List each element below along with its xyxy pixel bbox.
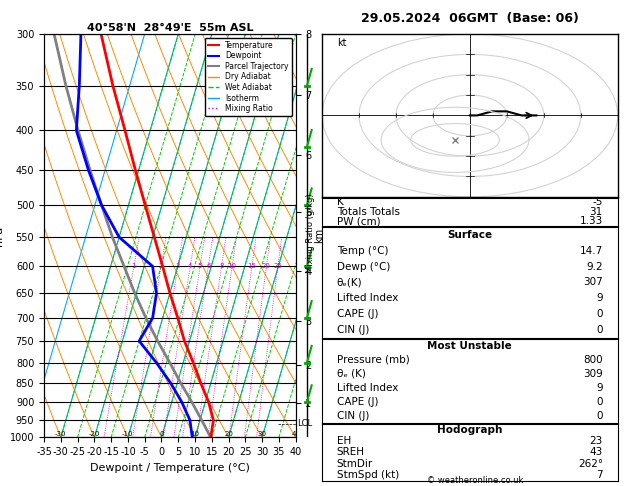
Text: 29.05.2024  06GMT  (Base: 06): 29.05.2024 06GMT (Base: 06) (361, 12, 579, 25)
Text: 309: 309 (583, 369, 603, 379)
Text: kt: kt (337, 38, 347, 48)
Text: 800: 800 (583, 355, 603, 365)
Text: CAPE (J): CAPE (J) (337, 397, 378, 407)
Text: Hodograph: Hodograph (437, 425, 503, 434)
Text: Lifted Index: Lifted Index (337, 293, 398, 303)
Text: 31: 31 (589, 207, 603, 217)
Text: 3: 3 (175, 263, 180, 269)
Text: 0: 0 (596, 411, 603, 421)
Text: 307: 307 (583, 278, 603, 287)
Legend: Temperature, Dewpoint, Parcel Trajectory, Dry Adiabat, Wet Adiabat, Isotherm, Mi: Temperature, Dewpoint, Parcel Trajectory… (204, 38, 292, 116)
Text: Mixing Ratio (g/kg): Mixing Ratio (g/kg) (306, 193, 314, 273)
Title: 40°58'N  28°49'E  55m ASL: 40°58'N 28°49'E 55m ASL (87, 23, 253, 33)
Text: θₑ (K): θₑ (K) (337, 369, 365, 379)
Text: PW (cm): PW (cm) (337, 216, 381, 226)
Text: 2: 2 (159, 263, 164, 269)
Y-axis label: km
ASL: km ASL (314, 226, 336, 245)
Text: 8: 8 (220, 263, 224, 269)
Text: -10: -10 (122, 432, 133, 437)
Text: K: K (337, 197, 343, 208)
Text: 7: 7 (596, 470, 603, 480)
Text: -30: -30 (55, 432, 67, 437)
Text: LCL: LCL (297, 419, 312, 428)
Text: 25: 25 (274, 263, 282, 269)
Text: 10: 10 (228, 263, 237, 269)
Text: 1.33: 1.33 (580, 216, 603, 226)
Text: 23: 23 (589, 436, 603, 446)
Text: StmSpd (kt): StmSpd (kt) (337, 470, 399, 480)
Text: 10: 10 (191, 432, 199, 437)
Text: 5: 5 (198, 263, 203, 269)
Text: Dewp (°C): Dewp (°C) (337, 261, 390, 272)
Text: StmDir: StmDir (337, 459, 373, 469)
Text: Surface: Surface (447, 230, 493, 240)
Text: EH: EH (337, 436, 351, 446)
Text: 9: 9 (596, 383, 603, 393)
Text: SREH: SREH (337, 448, 365, 457)
Text: CIN (J): CIN (J) (337, 411, 369, 421)
Text: CIN (J): CIN (J) (337, 325, 369, 335)
Text: 43: 43 (589, 448, 603, 457)
Text: 14.7: 14.7 (580, 246, 603, 256)
Text: 20: 20 (224, 432, 233, 437)
Text: 20: 20 (262, 263, 271, 269)
Text: -20: -20 (89, 432, 100, 437)
Text: 4: 4 (188, 263, 192, 269)
Y-axis label: hPa: hPa (0, 226, 4, 246)
Text: Pressure (mb): Pressure (mb) (337, 355, 409, 365)
Text: Temp (°C): Temp (°C) (337, 246, 388, 256)
Text: -5: -5 (593, 197, 603, 208)
X-axis label: Dewpoint / Temperature (°C): Dewpoint / Temperature (°C) (90, 463, 250, 473)
Text: 0: 0 (596, 397, 603, 407)
Text: Most Unstable: Most Unstable (428, 341, 512, 351)
Text: 0: 0 (159, 432, 164, 437)
Text: θₑ(K): θₑ(K) (337, 278, 362, 287)
Text: 9.2: 9.2 (586, 261, 603, 272)
Text: 40: 40 (291, 432, 300, 437)
Text: 262°: 262° (578, 459, 603, 469)
Text: 30: 30 (258, 432, 267, 437)
Text: 9: 9 (596, 293, 603, 303)
Text: Totals Totals: Totals Totals (337, 207, 400, 217)
Text: 0: 0 (596, 309, 603, 319)
Text: © weatheronline.co.uk: © weatheronline.co.uk (426, 476, 523, 485)
Text: CAPE (J): CAPE (J) (337, 309, 378, 319)
Text: 15: 15 (247, 263, 257, 269)
Text: 1: 1 (131, 263, 136, 269)
Text: 6: 6 (206, 263, 211, 269)
Text: 0: 0 (596, 325, 603, 335)
Text: Lifted Index: Lifted Index (337, 383, 398, 393)
